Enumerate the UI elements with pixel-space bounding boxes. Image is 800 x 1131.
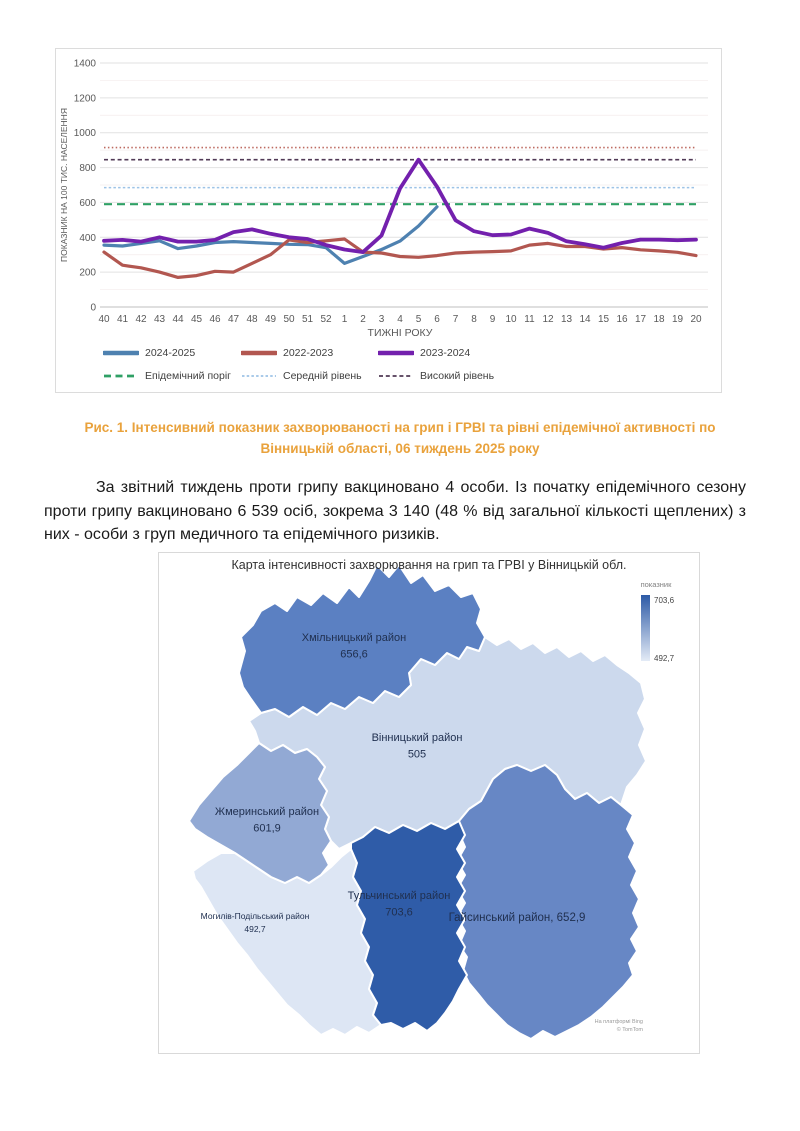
map-title: Карта інтенсивності захворювання на грип… (231, 558, 627, 572)
legend-item-2024-2025: 2024-2025 (103, 347, 241, 359)
series-swatch (378, 350, 414, 355)
map-region-khmilnytskyi (238, 564, 486, 718)
district-map: Вінницький район 505 Могилів-Подільський р… (188, 564, 675, 1040)
x-tick-label: 47 (228, 314, 240, 325)
vaccination-paragraph: За звітний тиждень проти грипу вакцинова… (44, 479, 746, 543)
x-tick-label: 8 (471, 314, 477, 325)
y-tick-label: 200 (79, 268, 96, 279)
y-tick-label: 1400 (74, 59, 97, 70)
x-tick-label: 14 (579, 314, 591, 325)
figure-caption: Рис. 1. Інтенсивний показник захворювано… (55, 417, 745, 459)
map-panel: Вінницький район 505 Могилів-Подільський р… (158, 552, 700, 1054)
y-tick-label: 600 (79, 198, 96, 209)
legend-label: 2024-2025 (145, 346, 196, 359)
x-tick-label: 1 (342, 314, 348, 325)
series-swatch (103, 350, 139, 355)
x-tick-label: 12 (542, 314, 554, 325)
threshold-swatch (242, 374, 276, 377)
map-region-zhmerynskyi (188, 742, 332, 884)
x-tick-label: 20 (690, 314, 702, 325)
map-legend-min: 492,7 (654, 654, 675, 663)
legend-label: Високий рівень (420, 369, 495, 382)
legend-label: Епідемічний поріг (145, 369, 231, 382)
x-tick-label: 7 (453, 314, 459, 325)
threshold-swatch (379, 374, 413, 377)
chart-legend: 2024-2025 2022-2023 2023-2024 Епідемічний п… (56, 341, 721, 387)
x-tick-label: 18 (653, 314, 665, 325)
figure-caption-line1: Рис. 1. Інтенсивний показник захворювано… (84, 420, 716, 435)
x-tick-label: 16 (616, 314, 628, 325)
x-tick-label: 4 (397, 314, 403, 325)
map-region-label-zhmerynskyi: Жмеринський район 601,9 (215, 806, 319, 835)
x-tick-label: 13 (561, 314, 573, 325)
x-tick-label: 6 (434, 314, 440, 325)
x-tick-label: 50 (283, 314, 295, 325)
legend-item-Середній рівень: Середній рівень (241, 370, 378, 382)
legend-row: 2024-2025 2022-2023 2023-2024 (56, 341, 721, 364)
x-tick-label: 51 (302, 314, 314, 325)
x-tick-label: 41 (117, 314, 129, 325)
x-tick-label: 52 (320, 314, 332, 325)
x-tick-label: 2 (360, 314, 366, 325)
legend-row: Епідемічний поріг Середній рівень Високий … (56, 364, 721, 387)
incidence-chart-panel: 0 200 400 600 800 1000 1200 1400 40 41 42 43 44 45 46 4… (55, 48, 722, 393)
y-tick-label: 0 (90, 303, 96, 314)
map-attribution-platform: На платформі Bing (595, 1019, 643, 1025)
x-tick-label: 42 (135, 314, 147, 325)
threshold-swatch (104, 374, 138, 377)
x-axis-title: ТИЖНІ РОКУ (368, 327, 433, 339)
x-tick-label: 19 (672, 314, 684, 325)
x-tick-label: 3 (379, 314, 385, 325)
map-attribution-copyright: © TomTom (617, 1026, 644, 1033)
x-tick-label: 44 (172, 314, 184, 325)
x-tick-label: 5 (416, 314, 422, 325)
series-swatch (241, 350, 277, 355)
legend-label: Середній рівень (283, 369, 362, 382)
legend-item-Високий рівень: Високий рівень (378, 370, 721, 382)
map-legend-gradient-bar (641, 595, 650, 661)
map-legend-max: 703,6 (654, 596, 675, 605)
x-tick-label: 45 (191, 314, 203, 325)
x-tick-label: 17 (635, 314, 647, 325)
map-region-tulchynskyi (350, 820, 468, 1032)
y-axis-title: ПОКАЗНИК НА 100 ТИС. НАСЕЛЕННЯ (59, 108, 69, 262)
x-tick-label: 49 (265, 314, 277, 325)
map-region-label-haisynskyi: Гайсинський район, 652,9 (449, 912, 586, 924)
x-tick-label: 10 (505, 314, 517, 325)
series-line-2024-2025 (102, 205, 439, 265)
map-legend-title: показник (641, 580, 673, 589)
legend-item-2022-2023: 2022-2023 (241, 347, 378, 359)
legend-item-Епідемічний поріг: Епідемічний поріг (103, 370, 241, 382)
map-region-label-tulchynskyi: Тульчинський район 703,6 (348, 890, 451, 919)
x-tick-label: 43 (154, 314, 166, 325)
x-tick-label: 15 (598, 314, 610, 325)
x-tick-label: 40 (98, 314, 110, 325)
x-tick-label: 9 (490, 314, 496, 325)
map-region-label-vinnytskyi: Вінницький район 505 (372, 732, 463, 761)
y-tick-label: 1200 (74, 93, 97, 104)
figure-caption-line2: Вінницькій області, 06 тиждень 2025 року (260, 441, 540, 456)
x-tick-label: 48 (246, 314, 258, 325)
y-tick-label: 1000 (74, 128, 97, 139)
y-tick-label: 400 (79, 233, 96, 244)
series-line-2022-2023 (102, 237, 698, 279)
map-region-label-mohyliv: Могилів-Подільський район 492,7 (201, 911, 310, 934)
series-line-2023-2024 (102, 157, 698, 254)
x-tick-label: 11 (524, 314, 535, 325)
x-tick-label: 46 (209, 314, 221, 325)
y-tick-label: 800 (79, 163, 96, 174)
map-region-label-khmilnytskyi: Хмільницький район 656,6 (302, 632, 406, 661)
legend-item-2023-2024: 2023-2024 (378, 347, 721, 359)
legend-label: 2022-2023 (283, 346, 334, 359)
legend-label: 2023-2024 (420, 346, 471, 359)
map-region-haisynskyi (456, 764, 640, 1040)
